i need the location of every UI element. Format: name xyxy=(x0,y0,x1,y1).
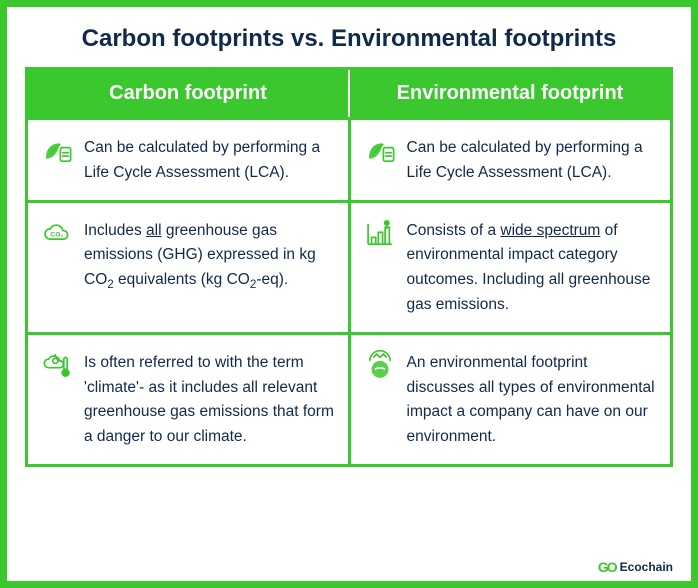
logo-text: Ecochain xyxy=(620,560,673,574)
table-header-row: Carbon footprint Environmental footprint xyxy=(28,70,670,117)
growth-chart-icon xyxy=(363,217,397,251)
cell-env-1: Can be calculated by performing a Life C… xyxy=(351,120,671,200)
cell-env-3: An environmental footprint discusses all… xyxy=(351,335,671,464)
leaf-calc-icon xyxy=(40,134,74,168)
leaf-calc-icon xyxy=(363,134,397,168)
climate-temp-icon xyxy=(40,349,74,383)
table-header-carbon: Carbon footprint xyxy=(28,70,350,117)
page-title: Carbon footprints vs. Environmental foot… xyxy=(25,25,673,53)
brand-logo: GO Ecochain xyxy=(598,559,673,575)
cell-carbon-1: Can be calculated by performing a Life C… xyxy=(28,120,351,200)
cell-text: Is often referred to with the term 'clim… xyxy=(84,349,336,450)
logo-mark-icon: GO xyxy=(598,559,616,575)
cell-carbon-2: CO₂ Includes all greenhouse gas emission… xyxy=(28,203,351,332)
cell-env-2: Consists of a wide spectrum of environme… xyxy=(351,203,671,332)
cell-text: An environmental footprint discusses all… xyxy=(407,349,659,450)
table-row: Can be calculated by performing a Life C… xyxy=(28,117,670,200)
svg-text:CO₂: CO₂ xyxy=(50,231,63,238)
table-row: Is often referred to with the term 'clim… xyxy=(28,332,670,464)
cell-text: Can be calculated by performing a Life C… xyxy=(407,134,659,186)
infographic-frame: Carbon footprints vs. Environmental foot… xyxy=(0,0,698,588)
table-header-environmental: Environmental footprint xyxy=(350,70,670,117)
co2-cloud-icon: CO₂ xyxy=(40,217,74,251)
recycle-earth-icon xyxy=(363,349,397,383)
cell-text: Can be calculated by performing a Life C… xyxy=(84,134,336,186)
cell-text: Includes all greenhouse gas emissions (G… xyxy=(84,217,336,295)
cell-carbon-3: Is often referred to with the term 'clim… xyxy=(28,335,351,464)
table-row: CO₂ Includes all greenhouse gas emission… xyxy=(28,200,670,332)
cell-text: Consists of a wide spectrum of environme… xyxy=(407,217,659,318)
comparison-table: Carbon footprint Environmental footprint… xyxy=(25,67,673,467)
